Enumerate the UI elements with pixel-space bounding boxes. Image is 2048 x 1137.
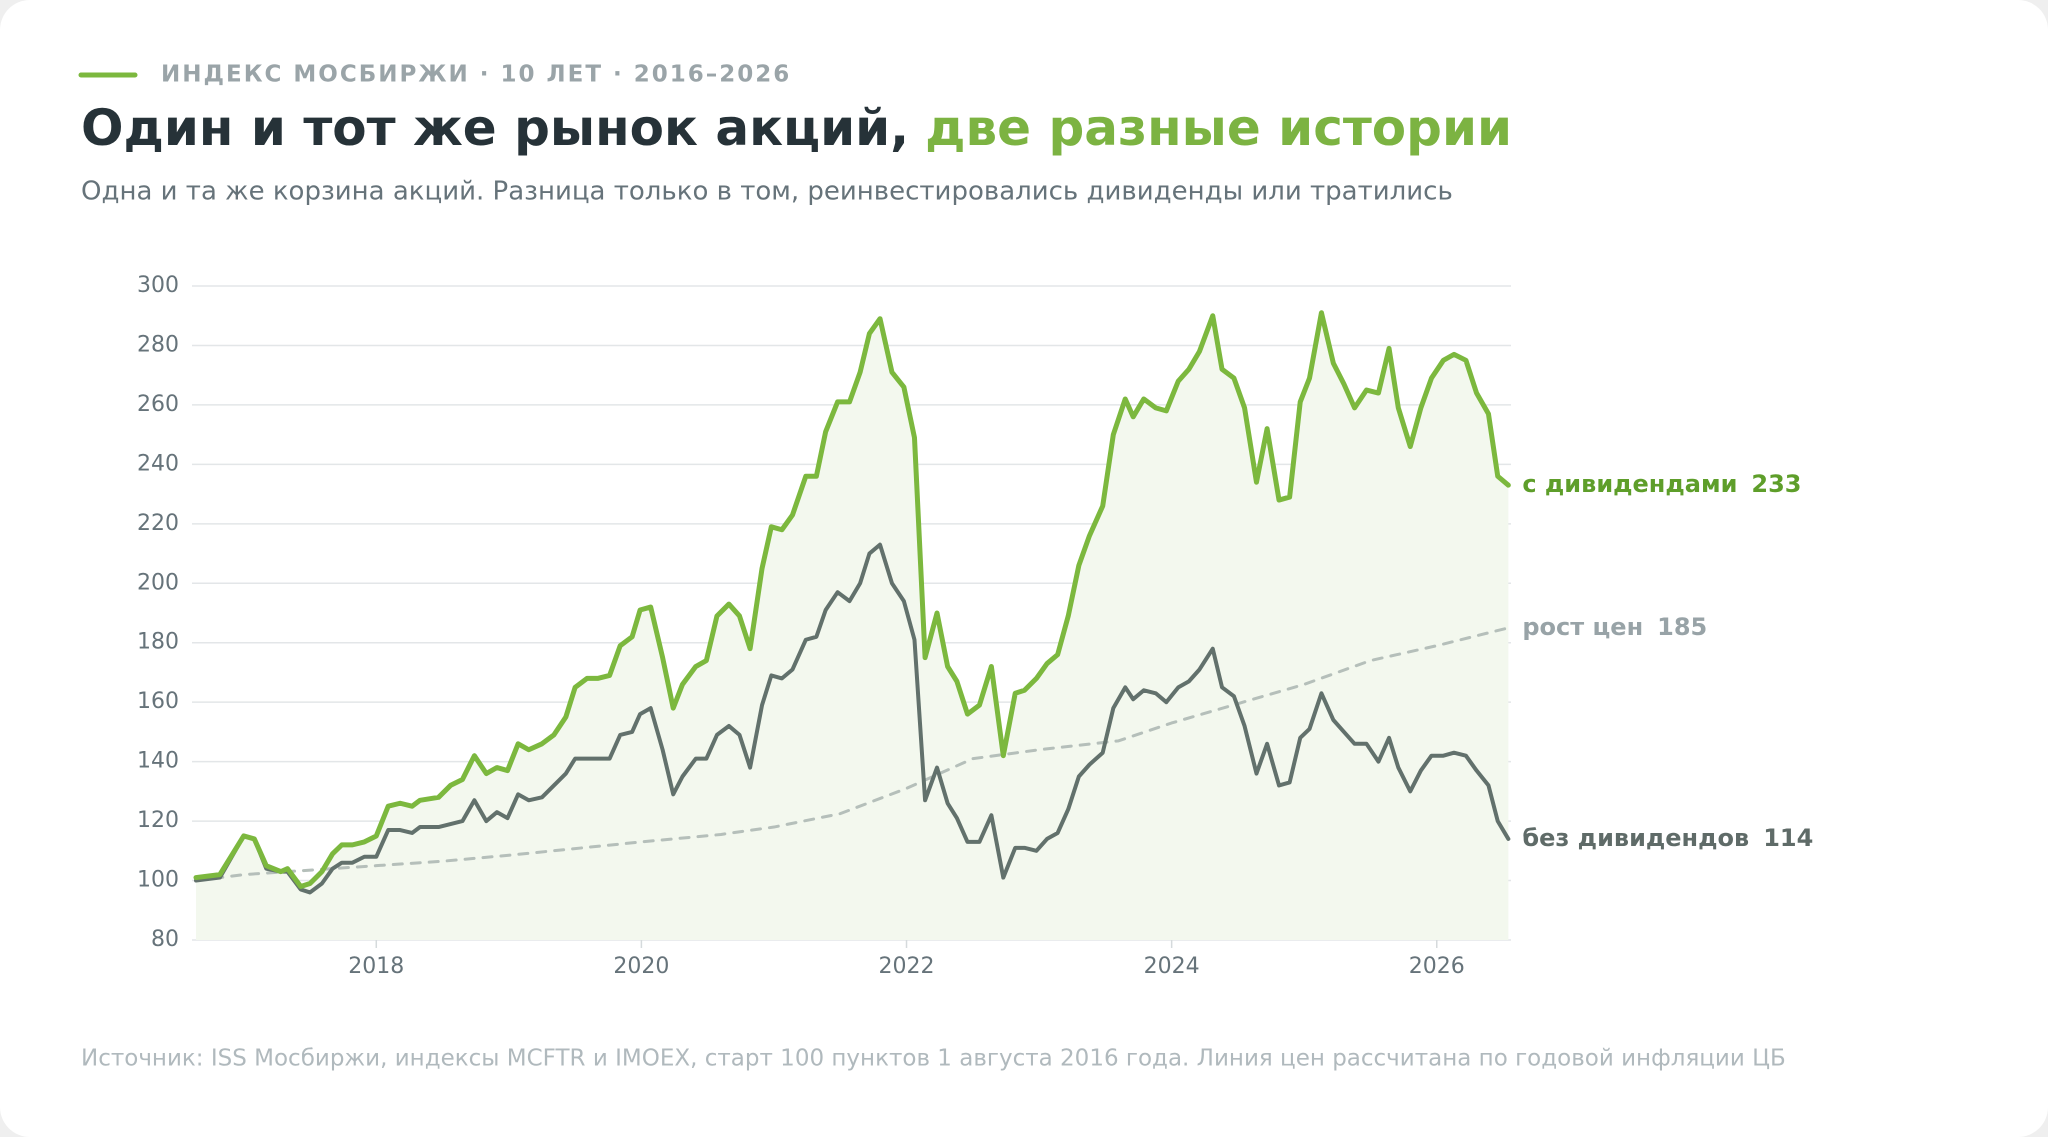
- y-tick-label: 120: [137, 808, 179, 833]
- series-line: [194, 626, 1510, 883]
- eyebrow: ИНДЕКС МОСБИРЖИ · 10 ЛЕТ · 2016–2026: [161, 62, 791, 88]
- y-tick-label: 80: [151, 927, 179, 952]
- end-value: 114: [1763, 824, 1813, 852]
- end-value: 185: [1657, 613, 1707, 641]
- title-main: Один и тот же рынок акций,: [81, 99, 909, 157]
- x-tick-label: 2024: [1144, 954, 1200, 979]
- source-note: Источник: ISS Мосбиржи, индексы MCFTR и …: [81, 1046, 1786, 1072]
- y-tick-label: 100: [137, 868, 179, 893]
- end-label: рост цен 185: [1522, 613, 1707, 641]
- series-line: [193, 310, 1511, 889]
- legend-name: без дивидендов: [1522, 824, 1749, 852]
- y-tick-label: 160: [137, 689, 179, 714]
- y-tick-label: 200: [137, 570, 179, 595]
- x-tick-label: 2026: [1409, 954, 1465, 979]
- legend-name: с дивидендами: [1522, 470, 1737, 498]
- x-tick-label: 2020: [613, 954, 669, 979]
- legend-name: рост цен: [1522, 613, 1643, 641]
- title-highlight: две разные истории: [925, 99, 1512, 157]
- x-tick-label: 2018: [348, 954, 404, 979]
- x-tick-label: 2022: [879, 954, 935, 979]
- series-line: [194, 542, 1511, 895]
- chart-title: Один и тот же рынок акций, две разные ист…: [81, 99, 1512, 157]
- y-tick-label: 280: [137, 332, 179, 357]
- end-label: с дивидендами 233: [1522, 470, 1801, 498]
- y-tick-label: 180: [137, 630, 179, 655]
- y-tick-label: 260: [137, 392, 179, 417]
- y-tick-label: 300: [137, 273, 179, 298]
- area-fill: [196, 312, 1509, 941]
- end-label: без дивидендов 114: [1522, 824, 1813, 852]
- y-tick-label: 220: [137, 511, 179, 536]
- y-tick-label: 240: [137, 451, 179, 476]
- subtitle: Одна и та же корзина акций. Разница толь…: [81, 177, 1453, 207]
- end-value: 233: [1751, 470, 1801, 498]
- y-tick-label: 140: [137, 749, 179, 774]
